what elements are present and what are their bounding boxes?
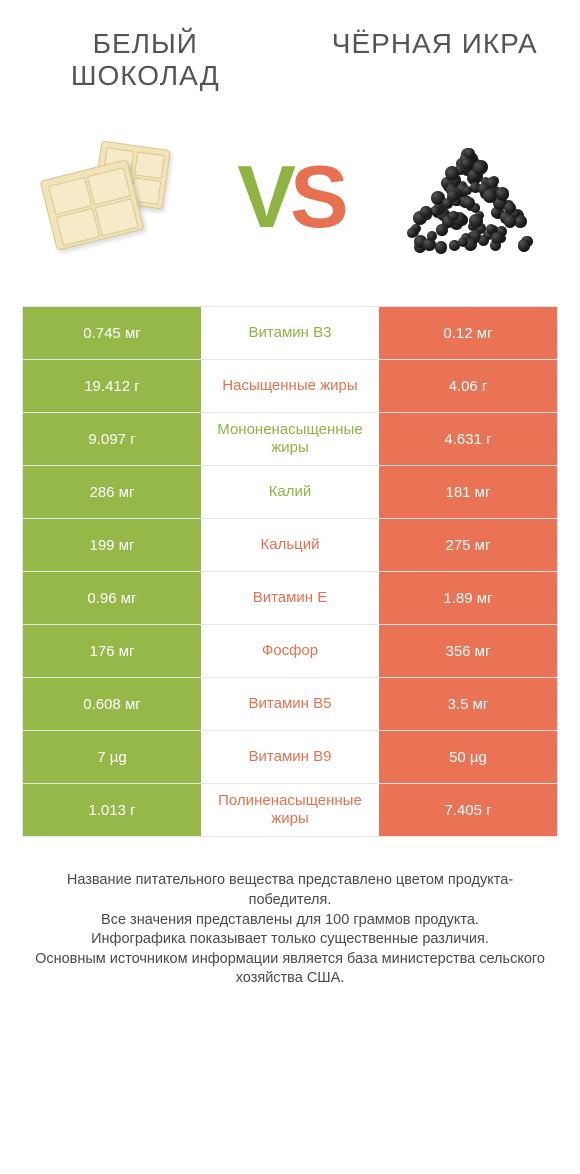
right-value: 0.12 мг (379, 307, 557, 359)
right-value: 4.06 г (379, 360, 557, 412)
right-value: 181 мг (379, 466, 557, 518)
infographic: БЕЛЫЙ ШОКОЛАД ЧЁРНАЯ ИКРА VS 0.745 мгВит… (0, 0, 580, 1174)
vs-s: S (290, 147, 343, 246)
left-value: 9.097 г (23, 413, 201, 465)
table-row: 176 мгФосфор356 мг (23, 624, 557, 677)
nutrient-label: Насыщенные жиры (201, 360, 379, 412)
table-row: 19.412 гНасыщенные жиры4.06 г (23, 359, 557, 412)
nutrient-label: Полиненасыщенные жиры (201, 784, 379, 836)
left-value: 19.412 г (23, 360, 201, 412)
comparison-table: 0.745 мгВитамин B30.12 мг19.412 гНасыщен… (22, 306, 558, 837)
right-value: 7.405 г (379, 784, 557, 836)
right-value: 1.89 мг (379, 572, 557, 624)
table-row: 0.96 мгВитамин E1.89 мг (23, 571, 557, 624)
table-row: 286 мгКалий181 мг (23, 465, 557, 518)
left-product-title: БЕЛЫЙ ШОКОЛАД (22, 28, 269, 92)
left-value: 286 мг (23, 466, 201, 518)
footer-text: Название питательного вещества представл… (22, 871, 558, 988)
hero-row: VS (22, 122, 558, 272)
table-row: 7 µgВитамин B950 µg (23, 730, 557, 783)
white-chocolate-icon (30, 122, 190, 272)
vs-label: VS (237, 153, 342, 241)
right-value: 4.631 г (379, 413, 557, 465)
table-row: 1.013 гПолиненасыщенные жиры7.405 г (23, 783, 557, 836)
nutrient-label: Калий (201, 466, 379, 518)
right-product-title: ЧЁРНАЯ ИКРА (311, 28, 558, 92)
nutrient-label: Кальций (201, 519, 379, 571)
right-value: 356 мг (379, 625, 557, 677)
table-row: 9.097 гМононенасыщенные жиры4.631 г (23, 412, 557, 465)
footer-line: Основным источником информации является … (28, 950, 552, 989)
titles-row: БЕЛЫЙ ШОКОЛАД ЧЁРНАЯ ИКРА (22, 28, 558, 92)
footer-line: Название питательного вещества представл… (28, 871, 552, 910)
left-value: 0.745 мг (23, 307, 201, 359)
black-caviar-icon (390, 122, 550, 272)
left-value: 199 мг (23, 519, 201, 571)
nutrient-label: Фосфор (201, 625, 379, 677)
vs-v: V (237, 147, 290, 246)
footer-line: Инфографика показывает только существенн… (28, 930, 552, 950)
footer-line: Все значения представлены для 100 граммо… (28, 911, 552, 931)
left-value: 7 µg (23, 731, 201, 783)
right-value: 3.5 мг (379, 678, 557, 730)
left-value: 0.608 мг (23, 678, 201, 730)
nutrient-label: Мононенасыщенные жиры (201, 413, 379, 465)
nutrient-label: Витамин E (201, 572, 379, 624)
left-value: 176 мг (23, 625, 201, 677)
right-value: 50 µg (379, 731, 557, 783)
table-row: 0.608 мгВитамин B53.5 мг (23, 677, 557, 730)
table-row: 0.745 мгВитамин B30.12 мг (23, 306, 557, 359)
nutrient-label: Витамин B9 (201, 731, 379, 783)
table-row: 199 мгКальций275 мг (23, 518, 557, 571)
left-value: 1.013 г (23, 784, 201, 836)
nutrient-label: Витамин B3 (201, 307, 379, 359)
right-value: 275 мг (379, 519, 557, 571)
left-value: 0.96 мг (23, 572, 201, 624)
nutrient-label: Витамин B5 (201, 678, 379, 730)
